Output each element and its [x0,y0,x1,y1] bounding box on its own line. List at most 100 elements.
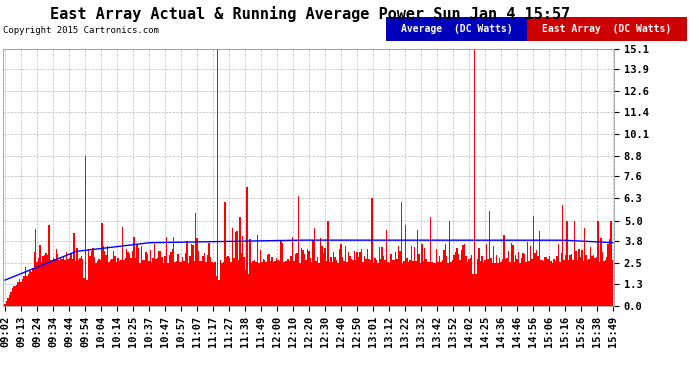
Bar [161,257,163,306]
Bar [190,244,192,306]
Bar [85,156,86,306]
Bar [552,263,553,306]
Bar [106,255,107,306]
Bar [453,255,455,306]
Bar [535,250,537,306]
Bar [150,250,151,306]
Bar [266,262,267,306]
Bar [340,244,342,306]
Bar [436,249,437,306]
Bar [141,246,142,306]
Bar [29,272,30,306]
Bar [319,238,322,306]
Bar [12,288,13,306]
Bar [565,255,566,306]
Bar [310,258,311,306]
Bar [279,261,280,306]
Bar [393,260,395,306]
Bar [83,278,85,306]
Bar [148,261,150,306]
Bar [39,245,41,306]
Bar [489,210,490,306]
Bar [604,260,606,306]
Bar [201,261,202,306]
Bar [270,261,271,306]
Bar [232,228,233,306]
Bar [296,253,298,306]
Bar [547,259,549,306]
Bar [324,248,326,306]
Bar [6,301,7,306]
Bar [412,261,414,306]
Bar [229,258,230,306]
Bar [582,261,584,306]
Bar [399,251,400,306]
Bar [195,213,197,306]
Bar [439,256,440,306]
Bar [486,244,487,306]
Bar [343,261,345,306]
Bar [569,255,571,306]
Bar [22,279,23,306]
Bar [179,262,180,306]
Bar [553,260,555,306]
Bar [184,261,185,306]
Bar [352,260,353,306]
Bar [337,262,339,306]
Bar [68,259,69,306]
Bar [505,260,506,306]
Bar [451,262,452,306]
Bar [56,249,57,306]
Bar [384,260,386,306]
Bar [446,256,448,306]
Bar [573,220,575,306]
Bar [204,254,206,306]
Bar [77,260,79,306]
Bar [123,260,125,306]
Bar [151,262,152,306]
Bar [111,259,112,306]
Bar [255,262,257,306]
Bar [602,252,603,306]
Bar [368,259,370,306]
Bar [497,263,499,306]
Bar [258,263,259,306]
Bar [253,261,254,306]
Bar [69,258,70,306]
Bar [110,260,111,306]
Bar [527,17,687,41]
Bar [518,252,520,306]
Bar [168,255,170,306]
Bar [572,260,573,306]
Bar [586,255,587,306]
Bar [589,259,590,306]
Bar [456,248,457,306]
Bar [50,260,51,306]
Bar [117,258,119,306]
Bar [98,258,99,306]
Bar [543,261,544,306]
Bar [330,257,331,306]
Bar [242,236,244,306]
Bar [477,259,478,306]
Bar [508,251,509,306]
Bar [590,247,591,306]
Bar [193,261,195,306]
Bar [314,228,315,306]
Bar [63,257,64,306]
Bar [245,270,246,306]
Bar [38,258,39,306]
Bar [28,274,29,306]
Bar [509,262,511,306]
Bar [137,244,138,306]
Bar [186,240,188,306]
Bar [397,246,399,306]
Bar [211,262,213,306]
Bar [241,253,242,306]
Bar [8,295,10,306]
Bar [522,254,524,306]
Bar [52,258,54,306]
Bar [359,252,361,306]
Bar [208,243,210,306]
Bar [214,262,215,306]
